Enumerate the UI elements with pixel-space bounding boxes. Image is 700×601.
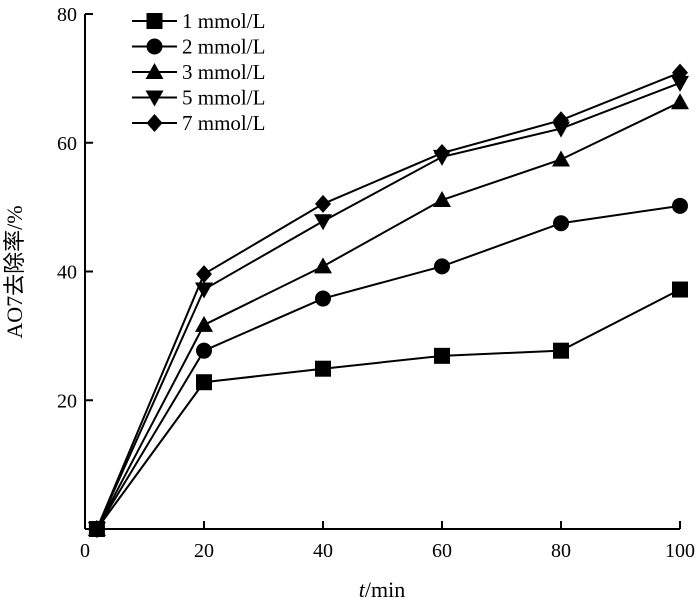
y-tick-label: 80 [57,4,77,26]
series-line [95,71,681,530]
legend: 1 mmol/L2 mmol/L3 mmol/L5 mmol/L7 mmol/L [132,9,265,135]
legend-item: 7 mmol/L [132,111,265,135]
y-tick-label: 20 [57,390,77,412]
legend-label: 2 mmol/L [182,35,265,59]
data-point [553,215,569,232]
data-point [196,342,212,359]
data-point [315,360,331,377]
data-point [434,144,450,163]
legend-marker [146,13,163,29]
x-tick-label: 20 [194,540,214,562]
data-point [553,342,569,359]
x-axis-title: t/min [359,577,405,601]
legend-item: 1 mmol/L [132,9,265,33]
series-line [96,204,681,530]
legend-marker [146,38,163,55]
axes [84,14,680,530]
legend-item: 2 mmol/L [132,35,265,59]
y-axis-title: AO7去除率/% [2,205,27,338]
series-3 [87,93,689,536]
axis-ticks: 0 20 40 60 80 100 20 40 60 80 [57,4,695,562]
series-line [95,81,681,530]
data-point [315,194,331,213]
series-4 [87,75,689,538]
legend-item: 3 mmol/L [132,60,265,84]
data-point [196,374,212,391]
y-tick-label: 40 [57,262,77,284]
legend-item: 5 mmol/L [132,86,265,110]
data-point [671,93,689,110]
data-point [88,520,105,538]
series-2 [88,197,688,537]
x-tick-label: 100 [665,540,695,562]
series-1 [88,281,688,537]
data-point [671,75,689,92]
data-point [433,191,451,208]
legend-marker [145,90,164,107]
legend-marker [146,114,163,132]
data-point [314,214,332,231]
data-point [553,111,569,130]
x-tick-label: 60 [432,540,452,562]
data-point [434,347,450,364]
data-point [315,290,331,307]
data-point [314,257,332,274]
legend-label: 5 mmol/L [182,86,265,110]
x-axis-variable: t [359,577,366,601]
x-tick-label: 40 [313,540,333,562]
legend-label: 7 mmol/L [182,111,265,135]
series-5 [88,63,688,538]
data-point [552,150,570,167]
data-point [552,121,570,138]
x-tick-label: 0 [80,540,90,562]
data-point [195,315,213,332]
x-tick-label: 80 [551,540,571,562]
data-point [672,197,688,214]
data-point [434,258,450,275]
series-line [96,101,681,530]
legend-label: 3 mmol/L [182,60,265,84]
x-axis-unit: /min [365,577,405,601]
series-layer [87,63,689,538]
y-tick-label: 60 [57,133,77,155]
legend-label: 1 mmol/L [182,9,265,33]
data-point [672,63,688,82]
data-point [672,281,688,298]
data-point [196,265,212,284]
series-line [96,288,681,530]
legend-marker [145,63,164,79]
